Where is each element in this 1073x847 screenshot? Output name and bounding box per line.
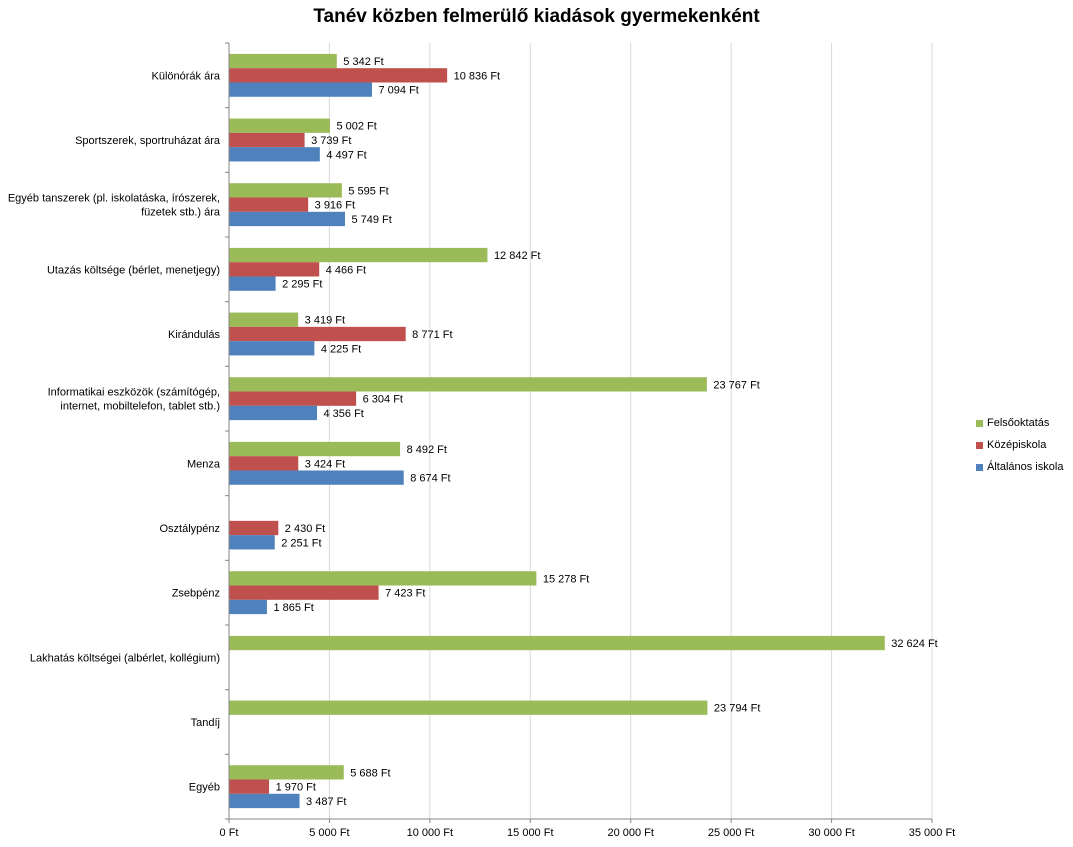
bar bbox=[229, 132, 305, 148]
bar bbox=[229, 585, 379, 600]
bar bbox=[229, 68, 448, 83]
bar bbox=[229, 147, 320, 162]
bar bbox=[229, 765, 344, 780]
data-label: 6 304 Ft bbox=[363, 394, 403, 406]
category-label: Osztálypénz bbox=[159, 523, 220, 535]
x-tick-label: 25 000 Ft bbox=[708, 827, 754, 839]
x-tick-label: 15 000 Ft bbox=[507, 827, 553, 839]
bar bbox=[229, 211, 345, 227]
bar bbox=[229, 197, 309, 212]
data-label: 5 002 Ft bbox=[336, 121, 376, 133]
category-label: Informatikai eszközök (számítógép, intern… bbox=[48, 387, 220, 413]
legend-swatch bbox=[976, 463, 983, 471]
x-tick-label: 10 000 Ft bbox=[407, 827, 453, 839]
legend-item: Középiskola bbox=[976, 434, 1063, 456]
data-label: 8 771 Ft bbox=[412, 329, 452, 341]
data-label: 5 595 Ft bbox=[348, 185, 388, 197]
data-label: 12 842 Ft bbox=[494, 250, 540, 262]
bar bbox=[229, 456, 299, 471]
legend-swatch bbox=[976, 441, 983, 449]
category-label: Sportszerek, sportruházat ára bbox=[75, 135, 221, 147]
bar bbox=[229, 535, 275, 550]
bar bbox=[229, 262, 320, 277]
data-label: 5 749 Ft bbox=[351, 214, 391, 226]
bar bbox=[229, 341, 315, 356]
legend: Felsőoktatás Középiskola Általános iskola bbox=[976, 412, 1063, 478]
bar bbox=[229, 441, 401, 457]
data-label: 3 424 Ft bbox=[305, 458, 345, 470]
bar bbox=[229, 793, 300, 809]
bar bbox=[229, 312, 299, 327]
data-label: 2 251 Ft bbox=[281, 537, 321, 549]
x-tick-label: 20 000 Ft bbox=[607, 827, 653, 839]
data-label: 10 836 Ft bbox=[454, 70, 500, 82]
bar bbox=[229, 571, 537, 586]
bar bbox=[229, 700, 708, 715]
data-label: 2 295 Ft bbox=[282, 279, 322, 291]
data-label: 3 419 Ft bbox=[305, 315, 345, 327]
data-label: 2 430 Ft bbox=[285, 523, 325, 535]
data-label: 3 739 Ft bbox=[311, 135, 351, 147]
category-label: Kirándulás bbox=[168, 329, 220, 341]
category-label: Menza bbox=[187, 458, 221, 470]
data-label: 23 767 Ft bbox=[713, 379, 759, 391]
legend-label: Középiskola bbox=[987, 439, 1047, 451]
category-label: Tandíj bbox=[191, 717, 220, 729]
bar bbox=[229, 470, 404, 485]
data-label: 3 487 Ft bbox=[306, 796, 346, 808]
data-label: 15 278 Ft bbox=[543, 573, 589, 585]
x-tick-label: 0 Ft bbox=[220, 827, 239, 839]
legend-item: Felsőoktatás bbox=[976, 412, 1063, 434]
bar bbox=[229, 391, 357, 406]
bar bbox=[229, 118, 330, 133]
legend-swatch bbox=[976, 419, 983, 427]
legend-item: Általános iskola bbox=[976, 456, 1063, 478]
bar bbox=[229, 779, 270, 794]
data-label: 4 497 Ft bbox=[326, 149, 366, 161]
data-label: 7 423 Ft bbox=[385, 588, 425, 600]
legend-label: Felsőoktatás bbox=[987, 417, 1050, 429]
data-label: 23 794 Ft bbox=[714, 703, 760, 715]
data-label: 4 356 Ft bbox=[323, 408, 363, 420]
data-label: 4 225 Ft bbox=[321, 343, 361, 355]
data-label: 5 688 Ft bbox=[350, 767, 390, 779]
data-label: 8 674 Ft bbox=[410, 473, 450, 485]
x-tick-label: 30 000 Ft bbox=[808, 827, 854, 839]
data-label: 7 094 Ft bbox=[378, 85, 418, 97]
category-label: Zsebpénz bbox=[172, 588, 220, 600]
category-label: Utazás költsége (bérlet, menetjegy) bbox=[47, 264, 220, 276]
bar bbox=[229, 82, 372, 97]
data-label: 1 970 Ft bbox=[276, 782, 316, 794]
data-label: 32 624 Ft bbox=[891, 638, 937, 650]
x-tick-label: 35 000 Ft bbox=[909, 827, 955, 839]
chart-title: Tanév közben felmerülő kiadások gyermeke… bbox=[313, 6, 760, 27]
bar bbox=[229, 326, 406, 342]
bar bbox=[229, 635, 885, 651]
legend-label: Általános iskola bbox=[987, 461, 1064, 473]
category-label: Különórák ára bbox=[152, 70, 221, 82]
category-label: Egyéb bbox=[189, 782, 220, 794]
data-label: 1 865 Ft bbox=[273, 602, 313, 614]
data-label: 4 466 Ft bbox=[326, 264, 366, 276]
bar bbox=[229, 377, 707, 392]
x-tick-label: 5 000 Ft bbox=[309, 827, 349, 839]
bar bbox=[229, 247, 488, 263]
data-label: 5 342 Ft bbox=[343, 56, 383, 68]
bar bbox=[229, 183, 342, 198]
bar bbox=[229, 599, 267, 615]
category-label: Lakhatás költségei (albérlet, kollégium) bbox=[30, 652, 220, 664]
bar bbox=[229, 276, 276, 291]
bar bbox=[229, 405, 317, 421]
data-label: 3 916 Ft bbox=[315, 200, 355, 212]
bar bbox=[229, 520, 279, 536]
data-label: 8 492 Ft bbox=[407, 444, 447, 456]
bar bbox=[229, 53, 337, 69]
category-label: Egyéb tanszerek (pl. iskolatáska, írósze… bbox=[8, 193, 221, 219]
